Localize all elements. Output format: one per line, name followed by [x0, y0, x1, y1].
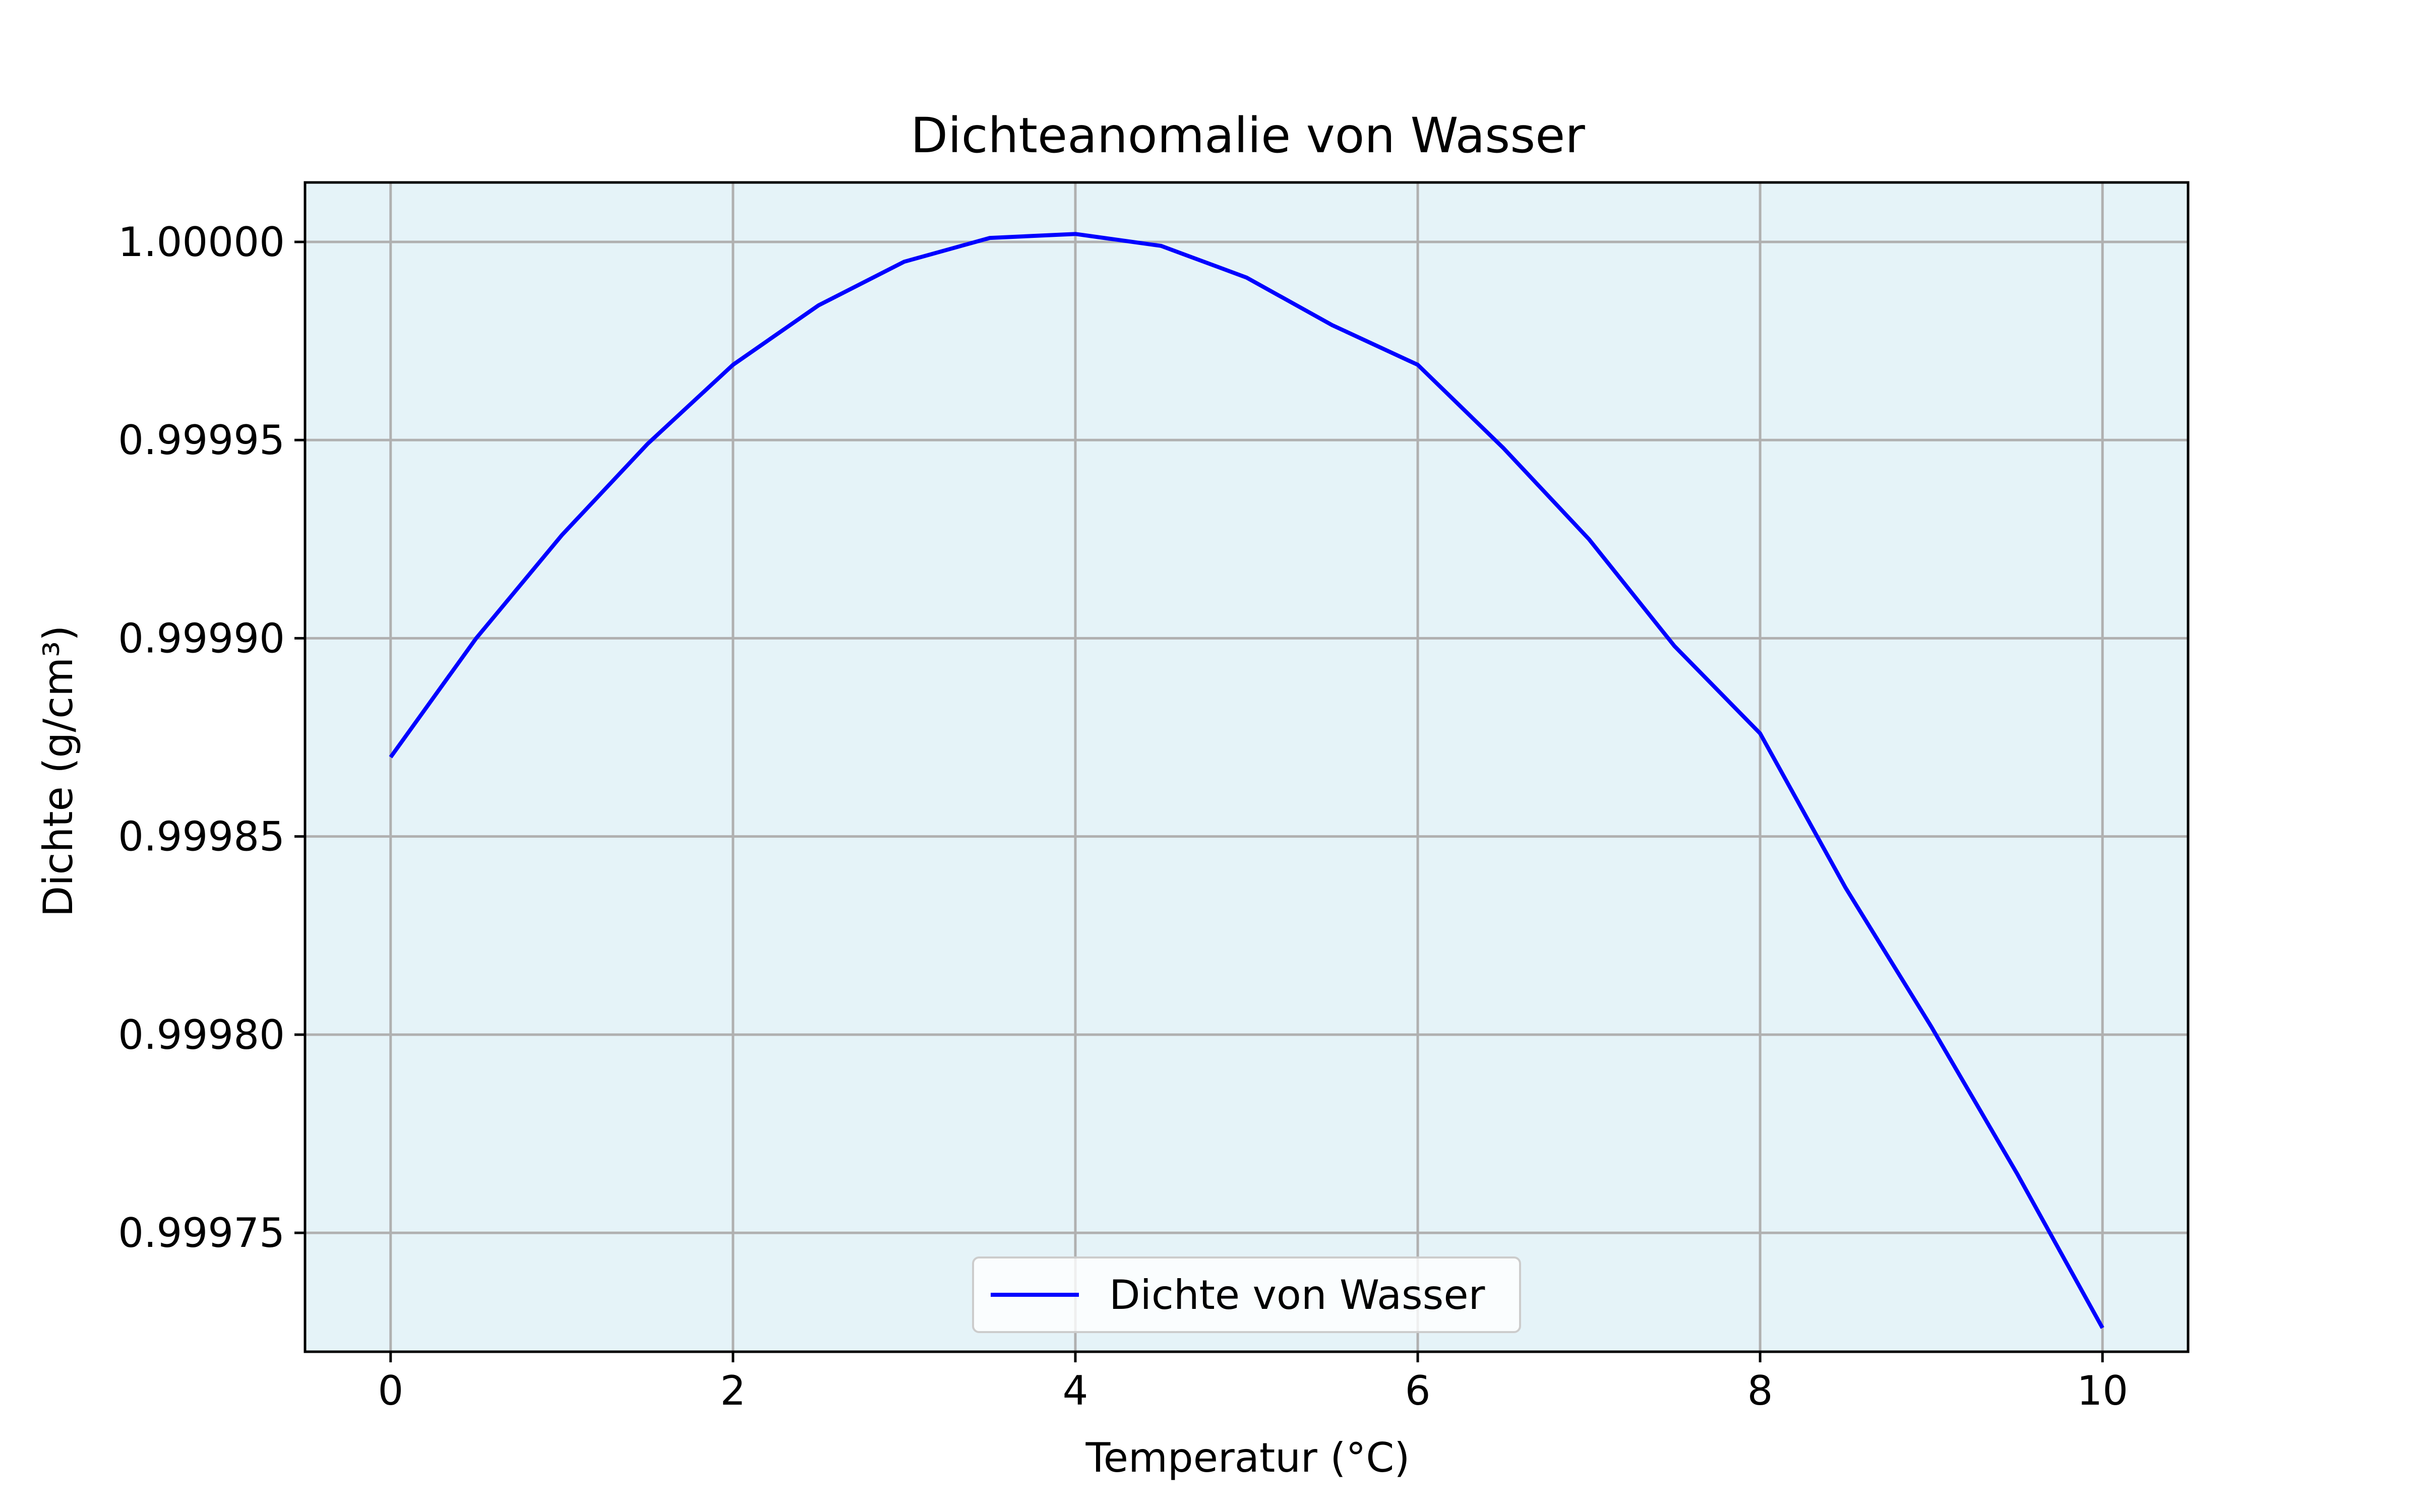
x-tick-label: 10 — [2077, 1367, 2128, 1414]
series-line — [389, 232, 2104, 1329]
legend: Dichte von Wasser — [972, 1256, 1521, 1333]
x-tick-label: 0 — [378, 1367, 403, 1414]
axes-frame — [304, 181, 2190, 1353]
y-tick-label: 0.99980 — [118, 1012, 285, 1058]
y-tick-label: 0.99995 — [118, 417, 285, 464]
series-lines — [389, 232, 2104, 1329]
x-tick-label: 4 — [1063, 1367, 1088, 1414]
legend-label: Dichte von Wasser — [1109, 1272, 1485, 1318]
plot-area — [305, 182, 2188, 1352]
x-tick-label: 2 — [720, 1367, 746, 1414]
y-tick-label: 0.99985 — [118, 813, 285, 860]
x-tick-label: 8 — [1747, 1367, 1773, 1414]
chart-title: Dichteanomalie von Wasser — [911, 107, 1585, 164]
y-axis-label: Dichte (g/cm³) — [35, 625, 82, 917]
grid — [305, 182, 2188, 1352]
ticks: 0 2 4 6 8 10 0.99975 0.99980 0.99985 0.99990 0.999… — [118, 219, 2128, 1414]
legend-box — [972, 1256, 1521, 1333]
x-tick-label: 6 — [1405, 1367, 1431, 1414]
y-tick-label: 0.99990 — [118, 615, 285, 662]
y-tick-label: 0.99975 — [118, 1210, 285, 1256]
x-axis-label: Temperatur (°C) — [1085, 1434, 1410, 1481]
y-tick-label: 1.00000 — [118, 219, 285, 266]
